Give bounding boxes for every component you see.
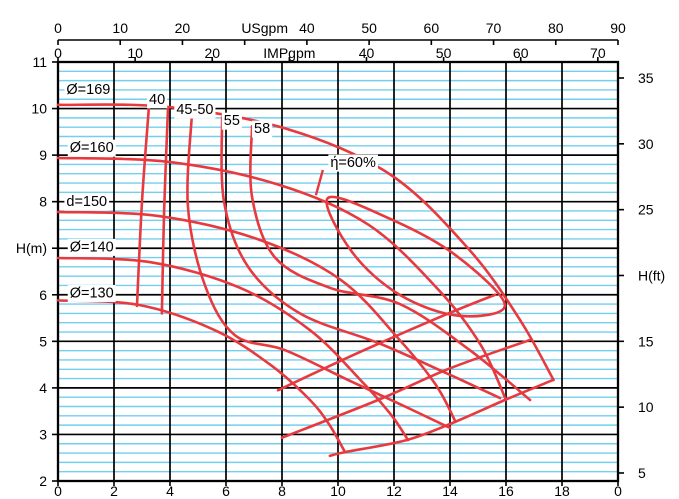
efficiency-label-55-bg (221, 112, 242, 130)
diameter-label-140-bg (67, 238, 116, 256)
usgpm-tick-label: 90 (610, 20, 626, 36)
bottom-tick-label: 12 (386, 483, 402, 499)
left-tick-label: 8 (39, 194, 47, 210)
efficiency-curve-55 (220, 116, 502, 400)
diameter-label-130-bg (67, 284, 116, 302)
usgpm-tick-label: 70 (486, 20, 502, 36)
usgpm-tick-label: 60 (424, 20, 440, 36)
usgpm-tick-label: 40 (299, 20, 315, 36)
bottom-tick-label: 18 (554, 483, 570, 499)
efficiency-curve-40-right-branch-boundary (328, 378, 555, 458)
head-curve-d150 (56, 210, 457, 424)
efficiency-curve-45-right-branch (280, 338, 532, 440)
right-tick-label: 10 (638, 399, 654, 415)
usgpm-tick-label: 50 (361, 20, 377, 36)
efficiency-curve-45 (160, 106, 170, 315)
right-tick-label: 25 (638, 202, 654, 218)
efficiency-curve-40 (135, 104, 151, 308)
usgpm-tick-label: USgpm (241, 20, 288, 36)
bottom-tick-label: 8 (278, 483, 286, 499)
efficiency-label-60: ή=60% (330, 155, 376, 171)
head-curve-140 (56, 256, 410, 442)
usgpm-tick-label: 0 (54, 20, 62, 36)
diameter-label-169: Ø=169 (66, 82, 110, 98)
diameter-label-160-bg (67, 139, 116, 157)
efficiency-label-55: 55 (224, 113, 240, 129)
right-tick-label: 35 (638, 70, 654, 86)
diameter-label-130: Ø=130 (70, 285, 114, 301)
usgpm-tick-label: 20 (175, 20, 191, 36)
eta-60-leader-tick (314, 169, 325, 196)
impgpm-tick-label: 40 (359, 45, 375, 61)
impgpm-tick-label: 20 (204, 45, 220, 61)
bottom-tick-label: 2 (110, 483, 118, 499)
efficiency-label-4550: 45-50 (176, 102, 213, 118)
bottom-tick-label: 16 (498, 483, 514, 499)
bottom-tick-label: 6 (222, 483, 230, 499)
right-tick-label: 15 (638, 333, 654, 349)
head-curve-169 (56, 103, 555, 382)
left-tick-label: 11 (32, 54, 47, 70)
impgpm-tick-label: 60 (513, 45, 529, 61)
left-tick-label: 3 (39, 426, 47, 442)
efficiency-curve-58 (249, 124, 532, 402)
impgpm-tick-label: 70 (590, 45, 606, 61)
efficiency-label-4550-bg (174, 101, 216, 119)
efficiency-curve-50-right-branch (276, 293, 497, 392)
bottom-tick-label: 14 (442, 483, 458, 499)
diameter-label-140: Ø=140 (70, 239, 114, 255)
efficiency-label-58: 58 (254, 121, 270, 137)
usgpm-tick-label: 80 (548, 20, 564, 36)
right-tick-label: 5 (638, 465, 646, 481)
impgpm-tick-label: 0 (54, 45, 62, 61)
bottom-tick-label: 0 (54, 483, 62, 499)
bottom-tick-label: 4 (166, 483, 174, 499)
diameter-label-d150: d=150 (66, 194, 107, 210)
left-tick-label: H(m) (16, 240, 47, 256)
impgpm-tick-label: 10 (127, 45, 143, 61)
left-tick-label: 2 (39, 473, 47, 489)
bottom-tick-label: 10 (330, 483, 346, 499)
diameter-label-169-bg (64, 81, 113, 99)
efficiency-label-60-bg (328, 154, 378, 172)
left-tick-label: 6 (39, 287, 47, 303)
right-tick-label: 30 (638, 136, 654, 152)
diameter-label-d150-bg (64, 193, 110, 211)
left-tick-label: 9 (39, 147, 47, 163)
left-tick-label: 5 (39, 333, 47, 349)
right-tick-label: H(ft) (638, 267, 665, 283)
efficiency-label-40: 40 (149, 92, 165, 108)
head-curve-160 (56, 156, 508, 402)
impgpm-tick-label: 50 (436, 45, 452, 61)
impgpm-tick-label: IMPgpm (263, 45, 315, 61)
usgpm-tick-label: 10 (112, 20, 128, 36)
diameter-label-160: Ø=160 (70, 140, 114, 156)
left-tick-label: 10 (31, 101, 47, 117)
left-tick-label: 4 (39, 380, 47, 396)
bottom-tick-label: 0 (614, 483, 622, 499)
efficiency-loop-60 (325, 195, 507, 318)
efficiency-label-58-bg (252, 120, 273, 138)
efficiency-label-40-bg (147, 91, 168, 109)
efficiency-curve-50 (186, 110, 452, 430)
